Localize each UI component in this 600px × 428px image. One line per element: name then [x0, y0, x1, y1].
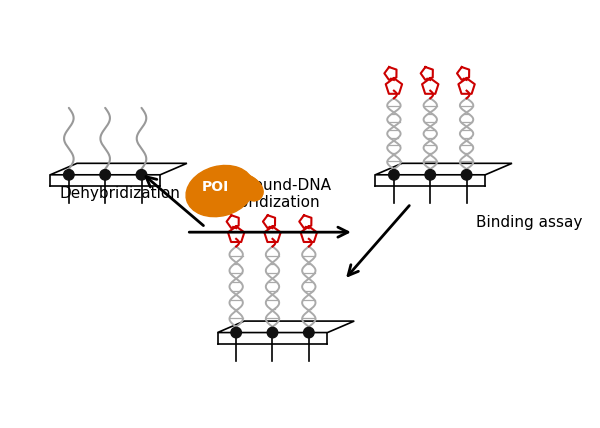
Text: Dehybridization: Dehybridization [59, 187, 180, 202]
Circle shape [461, 169, 472, 180]
Text: Compound-DNA
hybridization: Compound-DNA hybridization [209, 178, 332, 210]
Circle shape [425, 169, 436, 180]
Circle shape [100, 169, 110, 180]
Text: Binding assay: Binding assay [476, 215, 583, 230]
Circle shape [64, 169, 74, 180]
Circle shape [304, 327, 314, 338]
Circle shape [389, 169, 399, 180]
Circle shape [267, 327, 278, 338]
Circle shape [136, 169, 147, 180]
Circle shape [231, 327, 241, 338]
Ellipse shape [186, 166, 254, 217]
Text: POI: POI [202, 180, 229, 194]
